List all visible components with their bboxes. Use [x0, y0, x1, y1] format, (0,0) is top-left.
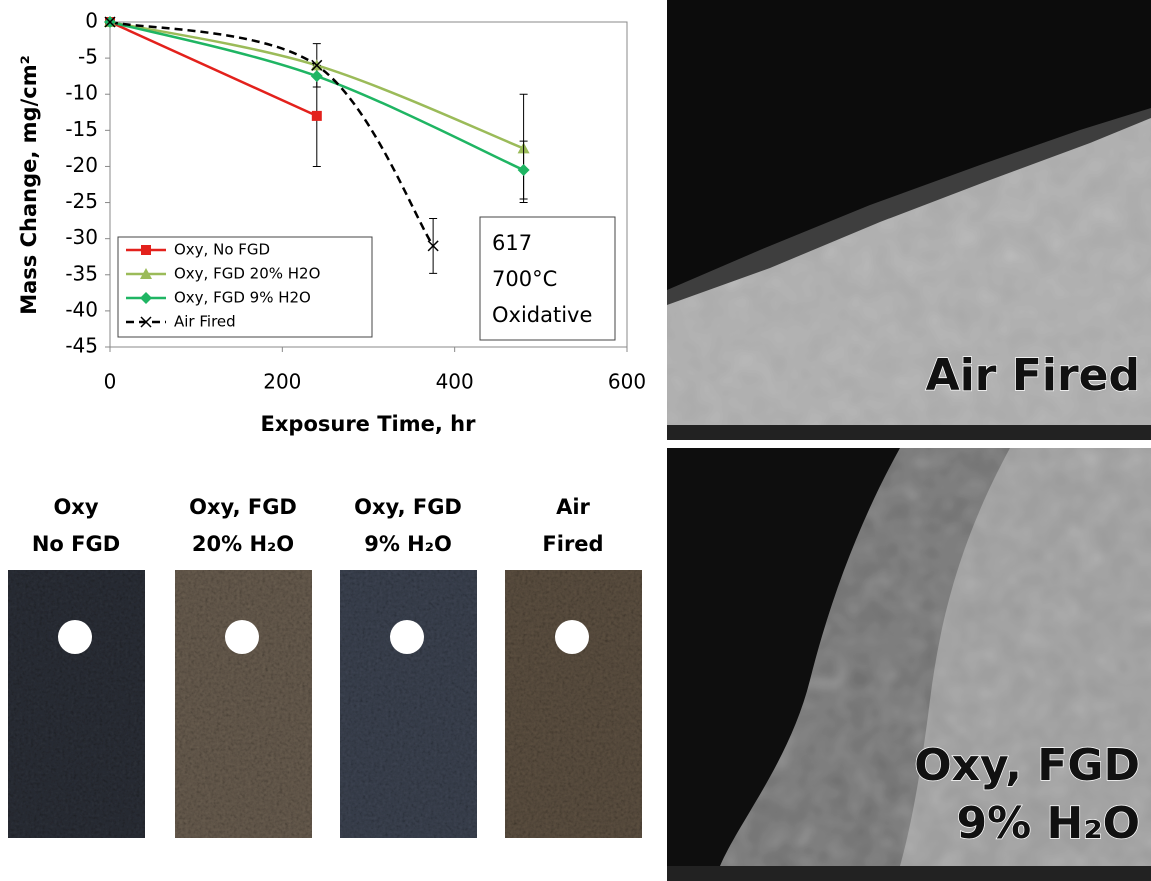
legend-label: Air Fired	[174, 313, 236, 331]
y-axis-label: Mass Change, mg/cm²	[17, 55, 41, 315]
micrograph-label: Air Fired	[926, 350, 1140, 401]
y-tick-label: -35	[65, 261, 98, 285]
legend-label: Oxy, FGD 20% H2O	[174, 265, 320, 283]
y-tick-label: -45	[65, 334, 98, 358]
marker	[312, 111, 322, 121]
x-tick-label: 400	[436, 370, 474, 394]
sample-label: Oxy	[53, 495, 98, 519]
y-tick-label: -5	[78, 45, 98, 69]
annotation: 617	[492, 231, 532, 255]
sample-label: 20% H₂O	[192, 532, 294, 556]
y-tick-label: -25	[65, 189, 98, 213]
sample-label: Fired	[542, 532, 603, 556]
y-tick-label: -10	[65, 81, 98, 105]
x-tick-label: 200	[263, 370, 301, 394]
sample-label: Air	[556, 495, 590, 519]
y-tick-label: -30	[65, 225, 98, 249]
sample-hole	[390, 620, 424, 654]
sample-hole	[555, 620, 589, 654]
annotation: 700°C	[492, 267, 557, 291]
legend-label: Oxy, No FGD	[174, 241, 270, 259]
sample-hole	[58, 620, 92, 654]
x-tick-label: 0	[104, 370, 117, 394]
y-tick-label: -15	[65, 117, 98, 141]
sample-label: Oxy, FGD	[354, 495, 462, 519]
micrograph: Oxy, FGD 9% H₂O	[667, 448, 1151, 881]
sample-label: 9% H₂O	[364, 532, 452, 556]
sample-photo	[340, 570, 477, 838]
y-tick-label: -20	[65, 153, 98, 177]
sample-hole	[225, 620, 259, 654]
legend-label: Oxy, FGD 9% H2O	[174, 289, 311, 307]
figure: 0-5-10-15-20-25-30-35-40-450200400600 Ox…	[0, 0, 1151, 881]
y-tick-label: 0	[85, 9, 98, 33]
marker	[141, 245, 151, 255]
annotation: Oxidative	[492, 303, 592, 327]
x-tick-label: 600	[608, 370, 646, 394]
y-tick-label: -40	[65, 297, 98, 321]
sample-photo	[175, 570, 312, 838]
x-axis-label: Exposure Time, hr	[261, 412, 477, 436]
sample-label: Oxy, FGD	[189, 495, 297, 519]
sample-photo	[505, 570, 642, 838]
micrograph-label: 9% H₂O	[956, 798, 1140, 849]
micrograph: Air Fired	[667, 0, 1151, 440]
sample-label: No FGD	[32, 532, 120, 556]
micrograph-label: Oxy, FGD	[914, 740, 1140, 791]
sample-photo	[8, 570, 145, 838]
